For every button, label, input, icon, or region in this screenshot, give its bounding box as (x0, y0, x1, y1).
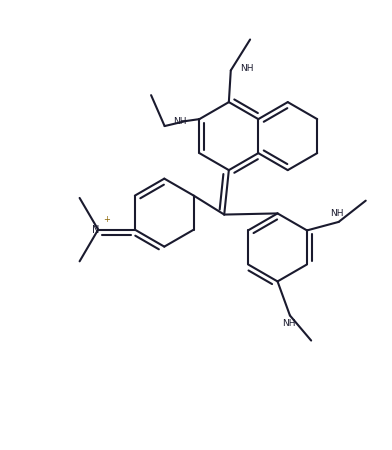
Text: N: N (93, 225, 100, 234)
Text: +: + (103, 216, 110, 225)
Text: NH: NH (330, 209, 343, 218)
Text: NH: NH (173, 117, 187, 126)
Text: NH: NH (240, 64, 254, 73)
Text: NH: NH (282, 320, 296, 328)
